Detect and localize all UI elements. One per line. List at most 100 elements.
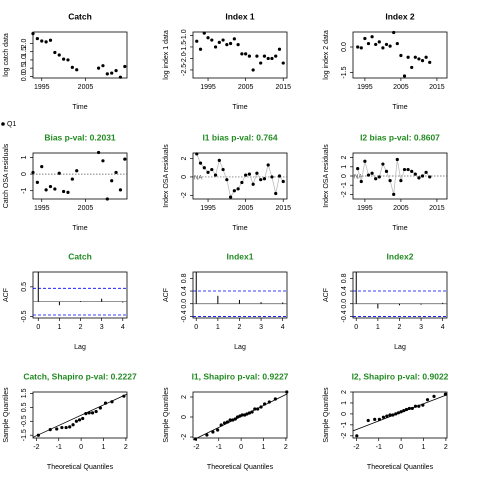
legend-marker (1, 122, 5, 126)
point (262, 54, 267, 58)
point (399, 179, 403, 183)
x-tick-label: -1 (56, 444, 62, 451)
residual-line (196, 153, 284, 199)
y-tick-label: 1.5 (21, 388, 28, 398)
point (48, 38, 53, 42)
point (356, 167, 360, 171)
point (53, 50, 57, 55)
point (122, 394, 126, 398)
x-axis-label: Lag (74, 344, 86, 351)
x-tick-label: 2005 (238, 84, 254, 91)
point (225, 178, 229, 182)
y-tick-label: -1 (341, 422, 348, 428)
point (370, 35, 374, 39)
point (402, 74, 407, 78)
point (395, 41, 399, 46)
point (84, 412, 88, 416)
point (355, 434, 359, 438)
panel-title: Index2 (387, 251, 414, 261)
point (90, 411, 95, 415)
point (198, 161, 203, 165)
point (105, 72, 109, 76)
point (388, 413, 392, 417)
x-tick-label: 1 (262, 444, 266, 451)
point (198, 47, 203, 51)
point (424, 55, 428, 59)
y-axis-label: ACF (3, 288, 10, 302)
y-tick-label: -2.0 (181, 52, 188, 64)
point (110, 71, 114, 75)
point (377, 175, 381, 179)
point (359, 179, 363, 184)
y-tick-label: 0 (181, 175, 188, 179)
point (388, 44, 392, 48)
point (253, 407, 257, 411)
point (101, 159, 105, 163)
point (421, 403, 425, 407)
x-tick-label: 2015 (275, 205, 291, 212)
point (255, 54, 259, 58)
x-tick-label: 2005 (78, 84, 94, 91)
y-tick-label: 0.8 (181, 273, 188, 283)
point (233, 417, 237, 421)
x-tick-label: 2015 (429, 205, 445, 212)
y-tick-label: -1.5 (21, 429, 28, 441)
point (428, 175, 432, 179)
point (277, 174, 282, 178)
y-tick-label: 1 (341, 165, 348, 169)
y-axis-label: Sample Quantiles (163, 387, 170, 443)
y-tick-label: -1 (341, 182, 348, 188)
point (259, 178, 263, 182)
x-tick-label: 0 (354, 324, 358, 331)
point (48, 184, 53, 189)
x-tick-label: 3 (100, 324, 104, 331)
x-tick-label: -1 (216, 444, 222, 451)
point (277, 47, 282, 51)
x-axis-label: Time (392, 225, 407, 232)
point (240, 52, 244, 56)
point (103, 401, 108, 405)
point (210, 38, 214, 42)
y-tick-label: 0.5 (21, 63, 28, 73)
y-tick-label: -2 (181, 434, 188, 440)
y-tick-label: -1.5 (341, 66, 348, 78)
point (259, 405, 263, 409)
x-axis-label: Time (72, 104, 87, 111)
point (62, 57, 66, 61)
point (64, 425, 68, 430)
panel-title: Catch (68, 251, 92, 261)
plot-frame (32, 31, 128, 79)
x-axis-label: Time (72, 225, 87, 232)
y-axis-label: Index OSA residuals (163, 144, 170, 208)
point (195, 39, 199, 43)
point (251, 182, 255, 186)
annotation: NA (354, 175, 362, 181)
x-tick-label: 2005 (393, 205, 409, 212)
point (384, 169, 389, 173)
y-axis-label: Sample Quantiles (323, 387, 330, 443)
point (263, 402, 267, 406)
point (381, 162, 385, 166)
point (36, 433, 40, 437)
point (247, 411, 251, 415)
panel-title: Index 2 (385, 11, 415, 21)
point (75, 169, 79, 173)
y-tick-label: 0.0 (181, 299, 188, 309)
y-tick-label: 1 (341, 401, 348, 405)
point (262, 177, 267, 181)
point (77, 418, 82, 422)
x-axis-label: Theoretical Quantiles (207, 464, 274, 471)
x-tick-label: 1995 (34, 205, 50, 212)
plot-frame (352, 391, 448, 439)
point (219, 423, 223, 427)
panel-title: Catch (68, 11, 92, 21)
y-tick-label: 2 (341, 156, 348, 160)
point (399, 410, 403, 414)
point (256, 407, 260, 411)
x-tick-label: 1995 (200, 205, 216, 212)
point (373, 417, 377, 421)
point (110, 179, 114, 183)
point (229, 41, 233, 46)
point (231, 418, 235, 422)
point (274, 54, 278, 58)
